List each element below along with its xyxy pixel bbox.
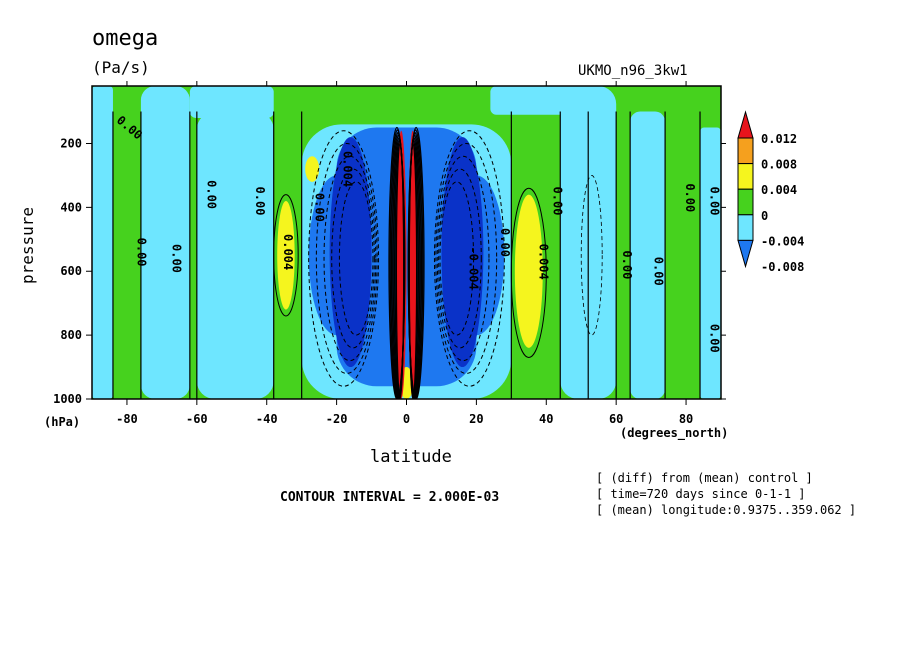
region-neg-south-polar xyxy=(92,86,113,399)
y-tick-label-4: 1000 xyxy=(53,392,82,406)
x-tick-label-1: -60 xyxy=(186,412,208,426)
model-label: UKMO_n96_3kw1 xyxy=(578,63,688,79)
contour-label-9: 0.00 xyxy=(498,228,512,257)
neg-contour-south-4 xyxy=(338,181,374,336)
neg-contour-south-1 xyxy=(315,142,378,374)
contour-label-8: -0.004 xyxy=(466,246,480,289)
pos-contour-equator-b-6 xyxy=(408,142,418,399)
colorbar-label-2: 0.004 xyxy=(761,183,797,197)
contour-label-12: 0.00 xyxy=(620,250,634,279)
contour-label-4: 0.00 xyxy=(253,187,267,216)
pos-contour-south-subtropics xyxy=(273,194,299,317)
neg-contour-south-0 xyxy=(308,130,380,387)
pos-contour-north-subtropics xyxy=(510,187,547,358)
contour-label-6: 0.00 xyxy=(313,193,327,222)
contour-label-13: 0.00 xyxy=(652,257,666,286)
colorbar-segment-3 xyxy=(737,214,754,241)
colorbar-label-0: 0.012 xyxy=(761,132,797,146)
contour-label-15: 0.00 xyxy=(708,187,722,216)
chart-title: omega xyxy=(92,26,159,51)
neg-contour-north-3 xyxy=(438,168,482,349)
chart-units: (Pa/s) xyxy=(92,58,150,77)
colorbar-arrow-bottom xyxy=(737,239,754,269)
pos-contour-equator-a-6 xyxy=(395,142,405,399)
contour-lines xyxy=(112,111,701,399)
contour-label-1: 0.00 xyxy=(134,238,148,267)
colorbar-label-5: -0.008 xyxy=(761,260,804,274)
neg-contour-north-faint xyxy=(580,175,603,336)
colorbar-label-3: 0 xyxy=(761,209,768,223)
contour-label-11: 0.00 xyxy=(550,187,564,216)
region-deep-neg-south xyxy=(329,137,372,368)
y-tick-label-1: 400 xyxy=(60,200,82,214)
region-pos-south-upper xyxy=(305,156,320,182)
colorbar-label-1: 0.008 xyxy=(761,158,797,172)
info-line-diff: [ (diff) from (mean) control ] xyxy=(596,471,813,485)
contour-label-5: 0.004 xyxy=(281,234,295,270)
region-pos-south-subtropics xyxy=(277,200,295,310)
y-tick-label-2: 600 xyxy=(60,264,82,278)
contour-labels: 0.00 0.00 0.00 0.00 0.00 0.004 0.00 0.004 -0.004… xyxy=(114,113,722,353)
x-axis-label: latitude xyxy=(370,447,452,467)
contour-label-10: 0.004 xyxy=(536,244,550,280)
region-neg-north-mid xyxy=(630,111,666,399)
contour-label-2: 0.00 xyxy=(169,244,183,273)
x-tick-label-5: 20 xyxy=(469,412,483,426)
y-unit-label: (hPa) xyxy=(44,415,81,429)
neg-contour-south-2 xyxy=(323,155,377,362)
x-unit-label: (degrees_north) xyxy=(620,426,729,440)
y-tick-label-3: 800 xyxy=(60,328,82,342)
x-tick-label-7: 60 xyxy=(609,412,623,426)
info-line-longitude: [ (mean) longitude:0.9375..359.062 ] xyxy=(596,503,857,517)
contour-label-3: 0.00 xyxy=(204,180,218,209)
neg-contour-north-1 xyxy=(435,142,498,374)
neg-contour-north-4 xyxy=(439,181,475,336)
region-neg-north-polar xyxy=(700,127,721,399)
neg-contour-north-0 xyxy=(433,130,505,387)
colorbar: 0.012 0.008 0.004 0 -0.004 -0.008 xyxy=(737,110,804,274)
x-tick-label-8: 80 xyxy=(679,412,693,426)
axes: -80 -60 -40 -20 0 20 40 60 80 200 400 600 800 1000 xyxy=(53,81,726,426)
region-pos-north-subtropics xyxy=(514,194,543,348)
neg-contour-north-2 xyxy=(436,155,490,362)
region-neg-south-mid xyxy=(140,86,190,399)
contour-label-7: 0.004 xyxy=(341,151,355,187)
colorbar-segment-0 xyxy=(737,137,754,165)
x-tick-label-3: -20 xyxy=(326,412,348,426)
colorbar-segment-1 xyxy=(737,163,754,190)
x-tick-label-6: 40 xyxy=(539,412,553,426)
y-tick-label-0: 200 xyxy=(60,136,82,150)
info-line-time: [ time=720 days since 0-1-1 ] xyxy=(596,487,806,501)
region-deep-neg-north xyxy=(441,137,484,368)
x-tick-label-0: -80 xyxy=(116,412,138,426)
contour-label-16: 0.00 xyxy=(708,324,722,353)
contour-interval: CONTOUR INTERVAL = 2.000E-03 xyxy=(280,490,500,505)
colorbar-arrow-top xyxy=(737,110,754,139)
x-tick-label-4: 0 xyxy=(403,412,410,426)
region-neg-top-south xyxy=(189,86,274,118)
colorbar-segment-2 xyxy=(737,188,754,216)
x-tick-label-2: -40 xyxy=(256,412,278,426)
region-neg-south-sub xyxy=(196,111,274,399)
contour-label-14: 0.00 xyxy=(683,183,697,212)
neg-contour-south-3 xyxy=(331,168,375,349)
colorbar-label-4: -0.004 xyxy=(761,234,804,248)
filled-contours xyxy=(92,86,721,399)
